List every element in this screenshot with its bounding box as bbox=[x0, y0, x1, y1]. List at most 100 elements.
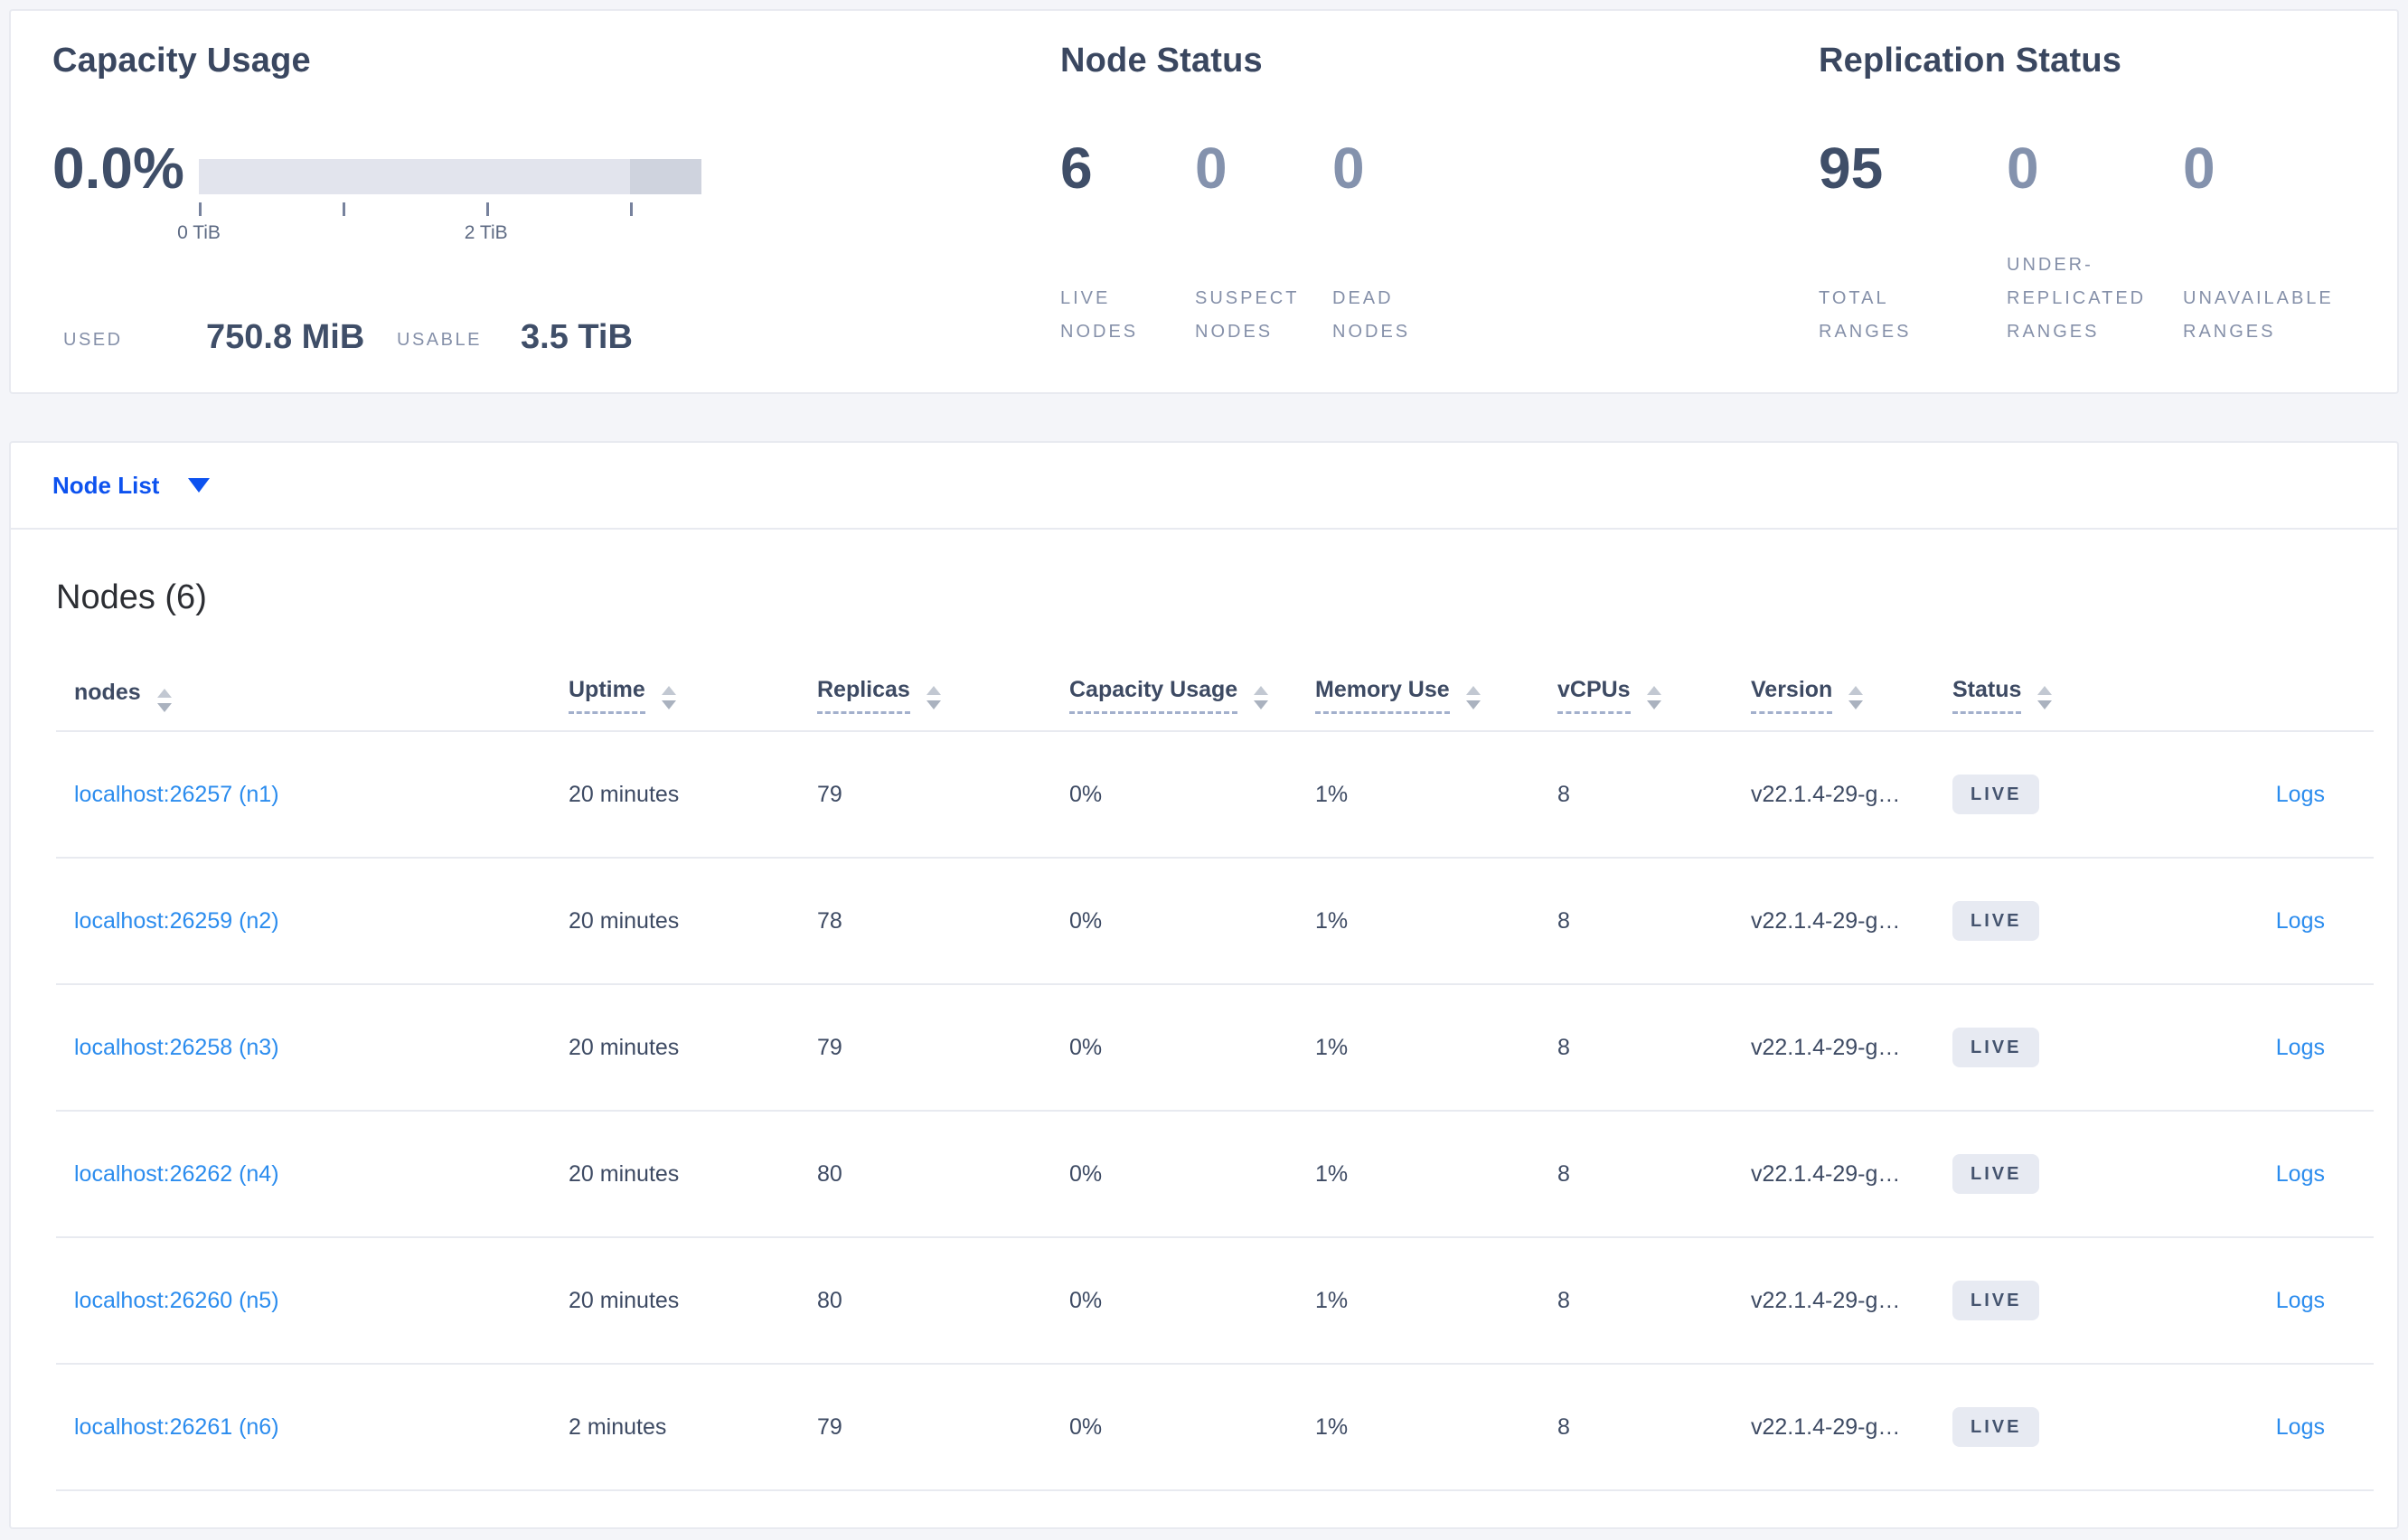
table-row: localhost:26260 (n5) 20 minutes 80 0% 1%… bbox=[56, 1237, 2374, 1365]
capacity-cell: 0% bbox=[1069, 984, 1315, 1112]
dead-nodes-label: DEAD NODES bbox=[1332, 248, 1410, 349]
capacity-used-usable-row: USED 750.8 MiB USABLE 3.5 TiB bbox=[11, 318, 2397, 360]
sort-icon[interactable] bbox=[661, 686, 676, 709]
replicas-cell: 79 bbox=[817, 984, 1069, 1112]
node-link[interactable]: localhost:26259 (n2) bbox=[74, 907, 279, 934]
node-list-body: Nodes (6) nodes Uptime Re bbox=[11, 578, 2397, 1491]
label-line: NODES bbox=[1060, 322, 1139, 342]
table-row: localhost:26259 (n2) 20 minutes 78 0% 1%… bbox=[56, 858, 2374, 985]
table-header-row: nodes Uptime Replicas Capacity Usage Mem bbox=[56, 661, 2374, 732]
node-list-header-bar: Node List bbox=[11, 443, 2397, 530]
uptime-cell: 20 minutes bbox=[569, 858, 817, 985]
sort-icon[interactable] bbox=[2037, 686, 2053, 709]
status-badge: LIVE bbox=[1952, 1028, 2040, 1067]
status-badge: LIVE bbox=[1952, 1154, 2040, 1194]
memory-cell: 1% bbox=[1315, 984, 1557, 1112]
status-badge: LIVE bbox=[1952, 901, 2040, 941]
unavailable-ranges-label: UNAVAILABLE RANGES bbox=[2183, 248, 2334, 349]
logs-link[interactable]: Logs bbox=[2275, 781, 2325, 807]
column-header-version[interactable]: Version bbox=[1751, 661, 1952, 732]
column-header-memory-use[interactable]: Memory Use bbox=[1315, 661, 1557, 732]
node-link[interactable]: localhost:26257 (n1) bbox=[74, 781, 279, 807]
memory-cell: 1% bbox=[1315, 1237, 1557, 1365]
replicas-cell: 79 bbox=[817, 1364, 1069, 1491]
chevron-down-icon bbox=[188, 478, 211, 493]
axis-tick-label: 2 TiB bbox=[464, 222, 508, 243]
memory-cell: 1% bbox=[1315, 1364, 1557, 1491]
node-status-title: Node Status bbox=[1060, 42, 1263, 80]
vcpus-cell: 8 bbox=[1557, 1111, 1751, 1238]
version-cell: v22.1.4-29-g… bbox=[1751, 858, 1952, 985]
nodes-count-heading: Nodes (6) bbox=[56, 578, 207, 616]
column-header-capacity-usage[interactable]: Capacity Usage bbox=[1069, 661, 1315, 732]
status-badge: LIVE bbox=[1952, 1281, 2040, 1320]
node-link[interactable]: localhost:26258 (n3) bbox=[74, 1034, 279, 1060]
memory-cell: 1% bbox=[1315, 731, 1557, 859]
uptime-cell: 20 minutes bbox=[569, 1111, 817, 1238]
status-badge: LIVE bbox=[1952, 775, 2040, 814]
node-link[interactable]: localhost:26261 (n6) bbox=[74, 1413, 279, 1440]
live-nodes-label: LIVE NODES bbox=[1060, 248, 1138, 349]
axis-tick-label: 0 TiB bbox=[177, 222, 221, 243]
uptime-cell: 20 minutes bbox=[569, 1237, 817, 1365]
axis-tick bbox=[342, 202, 345, 216]
label-line: SUSPECT bbox=[1195, 288, 1300, 308]
logs-link[interactable]: Logs bbox=[2275, 1287, 2325, 1313]
label-line: REPLICATED bbox=[2007, 288, 2147, 308]
memory-cell: 1% bbox=[1315, 858, 1557, 985]
column-header-replicas[interactable]: Replicas bbox=[817, 661, 1069, 732]
capacity-usage-percent: 0.0% bbox=[52, 136, 184, 201]
vcpus-cell: 8 bbox=[1557, 731, 1751, 859]
cluster-summary-panel: Capacity Usage 0.0% 0 TiB 2 TiB USED 750… bbox=[9, 9, 2399, 394]
logs-link[interactable]: Logs bbox=[2275, 907, 2325, 934]
sort-icon[interactable] bbox=[1254, 686, 1269, 709]
nodes-table: nodes Uptime Replicas Capacity Usage Mem bbox=[56, 661, 2374, 1491]
column-header-nodes[interactable]: nodes bbox=[56, 661, 569, 732]
logs-link[interactable]: Logs bbox=[2275, 1160, 2325, 1187]
label-line: TOTAL bbox=[1819, 288, 1889, 308]
node-list-panel: Node List Nodes (6) nodes Uptime bbox=[9, 441, 2399, 1529]
capacity-usage-bar: 0 TiB 2 TiB bbox=[177, 159, 701, 243]
column-label: Uptime bbox=[569, 677, 645, 714]
logs-link[interactable]: Logs bbox=[2275, 1034, 2325, 1060]
vcpus-cell: 8 bbox=[1557, 984, 1751, 1112]
sort-icon[interactable] bbox=[1646, 686, 1661, 709]
uptime-cell: 20 minutes bbox=[569, 731, 817, 859]
column-header-status[interactable]: Status bbox=[1952, 661, 2148, 732]
memory-cell: 1% bbox=[1315, 1111, 1557, 1238]
uptime-cell: 20 minutes bbox=[569, 984, 817, 1112]
uptime-cell: 2 minutes bbox=[569, 1364, 817, 1491]
capacity-cell: 0% bbox=[1069, 1237, 1315, 1365]
live-nodes-count: 6 bbox=[1060, 136, 1093, 201]
column-label: Replicas bbox=[817, 677, 910, 714]
replicas-cell: 80 bbox=[817, 1111, 1069, 1238]
sort-icon[interactable] bbox=[926, 686, 941, 709]
suspect-nodes-label: SUSPECT NODES bbox=[1195, 248, 1299, 349]
label-line: RANGES bbox=[2007, 322, 2100, 342]
version-cell: v22.1.4-29-g… bbox=[1751, 1111, 1952, 1238]
column-header-vcpus[interactable]: vCPUs bbox=[1557, 661, 1751, 732]
node-list-dropdown-label: Node List bbox=[52, 471, 160, 499]
logs-link[interactable]: Logs bbox=[2275, 1413, 2325, 1440]
node-list-dropdown[interactable]: Node List bbox=[52, 471, 211, 500]
capacity-cell: 0% bbox=[1069, 1111, 1315, 1238]
capacity-cell: 0% bbox=[1069, 1364, 1315, 1491]
label-line: UNDER- bbox=[2007, 255, 2093, 275]
sort-icon[interactable] bbox=[1848, 686, 1864, 709]
node-link[interactable]: localhost:26262 (n4) bbox=[74, 1160, 279, 1187]
table-row: localhost:26261 (n6) 2 minutes 79 0% 1% … bbox=[56, 1364, 2374, 1491]
used-value: 750.8 MiB bbox=[206, 318, 365, 356]
column-label: Version bbox=[1751, 677, 1833, 714]
node-link[interactable]: localhost:26260 (n5) bbox=[74, 1287, 279, 1313]
used-label: USED bbox=[63, 330, 123, 350]
dead-nodes-count: 0 bbox=[1332, 136, 1365, 201]
version-cell: v22.1.4-29-g… bbox=[1751, 984, 1952, 1112]
sort-icon[interactable] bbox=[156, 688, 172, 712]
column-header-uptime[interactable]: Uptime bbox=[569, 661, 817, 732]
sort-icon[interactable] bbox=[1465, 686, 1481, 709]
column-label: Memory Use bbox=[1315, 677, 1450, 714]
status-badge: LIVE bbox=[1952, 1407, 2040, 1447]
suspect-nodes-count: 0 bbox=[1195, 136, 1228, 201]
column-label: Status bbox=[1952, 677, 2022, 714]
total-ranges-label: TOTAL RANGES bbox=[1819, 248, 1911, 349]
